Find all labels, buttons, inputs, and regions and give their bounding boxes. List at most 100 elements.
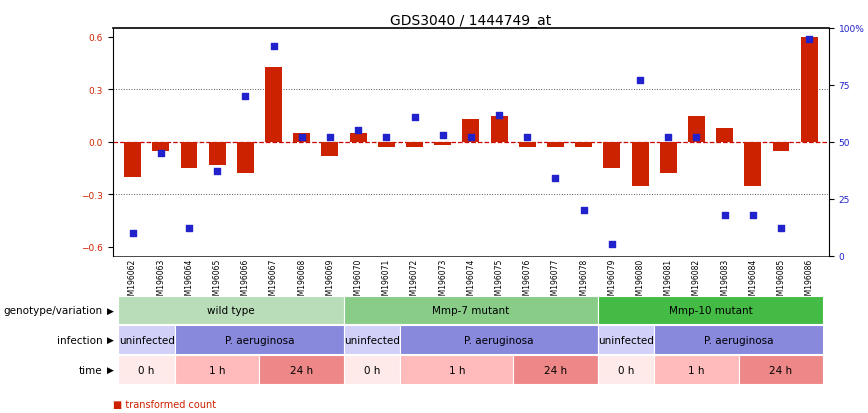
Bar <box>434 142 451 146</box>
Bar <box>293 134 310 142</box>
Bar <box>739 355 824 384</box>
Text: ■ transformed count: ■ transformed count <box>113 399 216 409</box>
Point <box>774 225 788 232</box>
Point <box>323 135 337 141</box>
Text: GSM196080: GSM196080 <box>635 258 645 304</box>
Text: ▶: ▶ <box>107 335 114 344</box>
Bar <box>598 355 654 384</box>
Bar <box>344 355 400 384</box>
Bar <box>632 142 648 186</box>
Text: GSM196064: GSM196064 <box>185 258 194 304</box>
Bar <box>265 67 282 142</box>
Text: Mmp-10 mutant: Mmp-10 mutant <box>668 305 753 315</box>
Point <box>802 37 816 43</box>
Text: GSM196066: GSM196066 <box>240 258 250 304</box>
Point <box>464 135 477 141</box>
Text: ▶: ▶ <box>107 306 114 315</box>
Bar <box>181 142 197 169</box>
Bar <box>547 142 564 148</box>
Text: 0 h: 0 h <box>618 365 635 375</box>
Text: GSM196068: GSM196068 <box>297 258 306 304</box>
Text: P. aeruginosa: P. aeruginosa <box>464 335 534 345</box>
Text: GSM196071: GSM196071 <box>382 258 391 304</box>
Text: GSM196072: GSM196072 <box>410 258 419 304</box>
Bar <box>174 325 344 354</box>
Text: uninfected: uninfected <box>598 335 654 345</box>
Bar <box>400 355 513 384</box>
Text: time: time <box>79 365 102 375</box>
Text: 1 h: 1 h <box>449 365 465 375</box>
Text: GSM196067: GSM196067 <box>269 258 278 304</box>
Text: uninfected: uninfected <box>345 335 400 345</box>
Text: GSM196081: GSM196081 <box>664 258 673 304</box>
Text: GSM196086: GSM196086 <box>805 258 813 304</box>
Bar <box>745 142 761 186</box>
Text: GSM196073: GSM196073 <box>438 258 447 304</box>
Bar <box>237 142 253 174</box>
Point <box>576 207 590 214</box>
Text: GSM196084: GSM196084 <box>748 258 757 304</box>
Bar <box>118 296 344 325</box>
Point <box>520 135 534 141</box>
Text: 0 h: 0 h <box>139 365 155 375</box>
Point <box>210 169 224 175</box>
Point <box>154 150 168 157</box>
Text: 0 h: 0 h <box>364 365 380 375</box>
Text: 1 h: 1 h <box>688 365 705 375</box>
Point <box>295 135 309 141</box>
Text: 24 h: 24 h <box>290 365 313 375</box>
Point <box>126 230 140 237</box>
Point <box>633 78 647 84</box>
Text: GSM196083: GSM196083 <box>720 258 729 304</box>
Text: wild type: wild type <box>207 305 255 315</box>
Bar <box>174 355 260 384</box>
Point <box>182 225 196 232</box>
Text: GSM196075: GSM196075 <box>495 258 503 304</box>
Text: GSM196065: GSM196065 <box>213 258 221 304</box>
Bar <box>400 325 598 354</box>
Bar <box>654 325 824 354</box>
Bar <box>716 128 733 142</box>
Bar <box>344 296 598 325</box>
Bar <box>260 355 344 384</box>
Text: GSM196074: GSM196074 <box>466 258 476 304</box>
Bar <box>208 142 226 165</box>
Bar <box>598 296 824 325</box>
Title: GDS3040 / 1444749_at: GDS3040 / 1444749_at <box>391 14 551 28</box>
Bar <box>344 325 400 354</box>
Bar <box>575 142 592 148</box>
Point <box>266 44 280 50</box>
Bar <box>406 142 423 148</box>
Bar <box>598 325 654 354</box>
Point <box>436 132 450 139</box>
Text: GSM196076: GSM196076 <box>523 258 532 304</box>
Bar <box>688 116 705 142</box>
Point <box>352 128 365 134</box>
Text: GSM196079: GSM196079 <box>608 258 616 304</box>
Point <box>689 135 703 141</box>
Point <box>718 212 732 218</box>
Point <box>379 135 393 141</box>
Point <box>746 212 760 218</box>
Point <box>549 176 562 182</box>
Bar <box>801 38 818 142</box>
Point <box>605 241 619 248</box>
Bar <box>463 120 479 142</box>
Text: 24 h: 24 h <box>544 365 567 375</box>
Text: GSM196085: GSM196085 <box>777 258 786 304</box>
Bar <box>378 142 395 148</box>
Bar <box>118 355 174 384</box>
Point <box>408 114 422 121</box>
Bar <box>773 142 790 151</box>
Bar <box>118 325 174 354</box>
Text: Mmp-7 mutant: Mmp-7 mutant <box>432 305 510 315</box>
Text: GSM196069: GSM196069 <box>326 258 334 304</box>
Text: uninfected: uninfected <box>119 335 174 345</box>
Text: GSM196082: GSM196082 <box>692 258 701 304</box>
Text: GSM196063: GSM196063 <box>156 258 165 304</box>
Text: 24 h: 24 h <box>769 365 792 375</box>
Point <box>661 135 675 141</box>
Bar <box>654 355 739 384</box>
Text: P. aeruginosa: P. aeruginosa <box>704 335 773 345</box>
Bar <box>350 134 366 142</box>
